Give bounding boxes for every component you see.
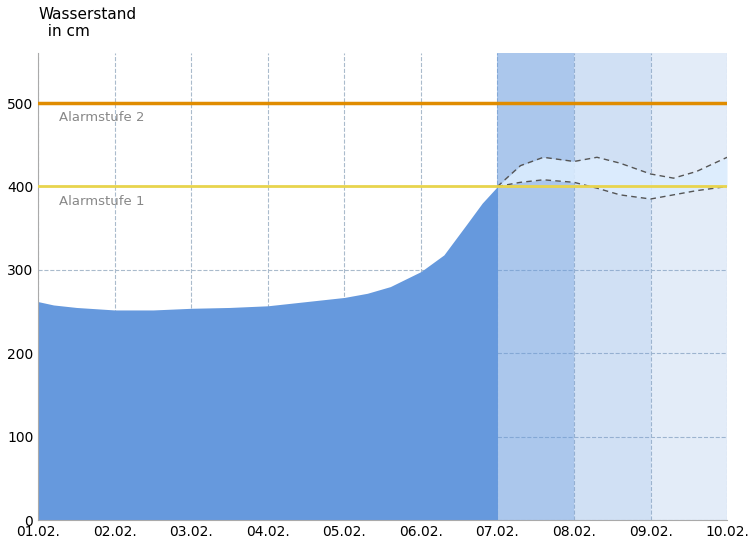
Text: Alarmstufe 1: Alarmstufe 1 — [59, 195, 144, 208]
Text: Wasserstand
  in cm: Wasserstand in cm — [39, 7, 136, 39]
Text: Alarmstufe 2: Alarmstufe 2 — [59, 111, 144, 124]
